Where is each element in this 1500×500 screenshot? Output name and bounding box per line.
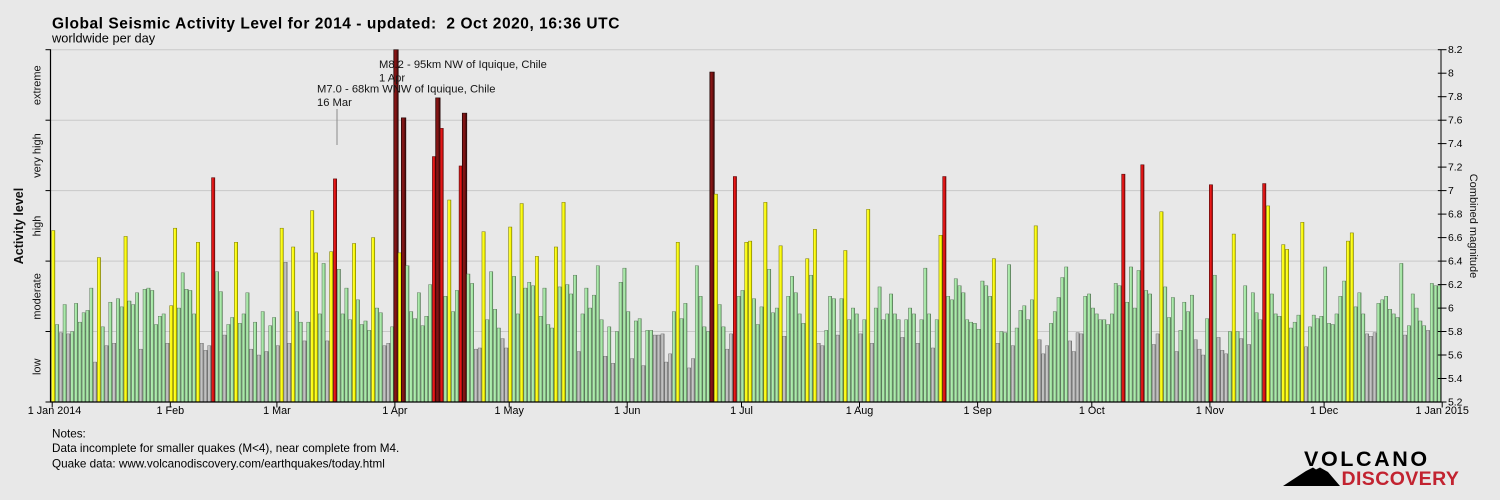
svg-text:1 Feb: 1 Feb [156, 405, 184, 417]
svg-text:DISCOVERY: DISCOVERY [1342, 468, 1460, 490]
svg-text:1 Apr: 1 Apr [379, 73, 405, 85]
svg-text:5.2: 5.2 [1448, 398, 1463, 409]
svg-text:1 May: 1 May [494, 405, 524, 417]
svg-text:1 Jul: 1 Jul [730, 405, 753, 417]
svg-text:Data incomplete for smaller qu: Data incomplete for smaller quakes (M<4)… [52, 442, 399, 455]
svg-text:5.4: 5.4 [1448, 374, 1463, 385]
svg-text:Combined magnitude: Combined magnitude [1467, 174, 1479, 279]
svg-text:6.4: 6.4 [1448, 257, 1463, 268]
svg-text:1 Sep: 1 Sep [963, 405, 991, 417]
svg-text:1 Oct: 1 Oct [1079, 405, 1105, 417]
svg-text:Global Seismic Activity Level: Global Seismic Activity Level for 2014 -… [52, 16, 620, 33]
svg-text:high: high [32, 216, 44, 237]
svg-text:7.4: 7.4 [1448, 139, 1463, 150]
svg-text:7.2: 7.2 [1448, 163, 1463, 174]
svg-text:very high: very high [32, 133, 44, 178]
svg-text:M8.2 - 95km NW of Iquique, Chi: M8.2 - 95km NW of Iquique, Chile [379, 59, 547, 71]
svg-text:low: low [32, 358, 44, 375]
svg-text:5.8: 5.8 [1448, 327, 1463, 338]
svg-text:6.6: 6.6 [1448, 233, 1463, 244]
svg-text:7.6: 7.6 [1448, 116, 1463, 127]
svg-text:16 Mar: 16 Mar [317, 97, 352, 109]
svg-text:worldwide per day: worldwide per day [51, 31, 156, 46]
svg-text:1 Dec: 1 Dec [1310, 405, 1339, 417]
svg-text:6: 6 [1448, 304, 1454, 315]
svg-text:5.6: 5.6 [1448, 351, 1463, 362]
svg-text:1 Apr: 1 Apr [382, 405, 408, 417]
svg-text:1 Jun: 1 Jun [614, 405, 640, 417]
svg-text:M7.0 - 68km WNW of Iquique, Ch: M7.0 - 68km WNW of Iquique, Chile [317, 84, 495, 96]
svg-text:1 Mar: 1 Mar [263, 405, 291, 417]
svg-text:1 Jan 2015: 1 Jan 2015 [1415, 405, 1468, 417]
svg-text:6.8: 6.8 [1448, 210, 1463, 221]
svg-text:8: 8 [1448, 69, 1454, 80]
svg-text:VOLCANO: VOLCANO [1304, 447, 1430, 471]
svg-text:7.8: 7.8 [1448, 92, 1463, 103]
svg-text:1 Jan 2014: 1 Jan 2014 [28, 405, 81, 417]
svg-text:Quake data: www.volcanodiscove: Quake data: www.volcanodiscovery.com/ear… [52, 458, 385, 471]
svg-text:moderate: moderate [32, 273, 44, 319]
svg-text:Activity level: Activity level [12, 188, 26, 264]
svg-text:1 Nov: 1 Nov [1196, 405, 1225, 417]
svg-text:extreme: extreme [32, 65, 44, 105]
svg-text:8.2: 8.2 [1448, 45, 1463, 56]
svg-text:Notes:: Notes: [52, 428, 86, 441]
svg-text:7: 7 [1448, 186, 1454, 197]
svg-text:1 Aug: 1 Aug [846, 405, 874, 417]
svg-text:6.2: 6.2 [1448, 280, 1463, 291]
